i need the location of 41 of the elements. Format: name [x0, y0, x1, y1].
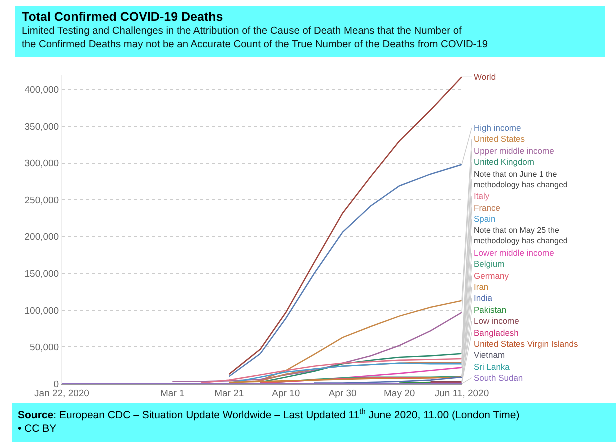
text: France: [474, 203, 501, 213]
x-tick-label: Jan 22, 2020: [34, 388, 90, 400]
chart-title: Total Confirmed COVID-19 Deaths: [22, 10, 224, 24]
text: Low income: [474, 316, 520, 326]
text: United States: [474, 134, 526, 144]
x-tick-label: May 20: [384, 388, 416, 400]
text: High income: [474, 123, 522, 133]
series-label: South Sudan: [474, 373, 524, 383]
text: Source: European CDC – Situation Update Worldwide – Last Updated 11$^{th}$ June 2020, 11.00 (London Time) • CC BY: [18, 407, 520, 436]
y-tick-label: 350,000: [24, 122, 60, 133]
annotation: Note that on May 25 the methodology has changed: [474, 226, 568, 246]
y-tick-label: 400,000: [24, 85, 60, 96]
annotation: Note that on June 1 the methodology has changed: [474, 170, 568, 190]
text: India: [474, 293, 493, 303]
text: Belgium: [474, 259, 505, 269]
x-tick-label: Apr 30: [328, 388, 357, 400]
series-label: World: [474, 72, 496, 82]
x-tick-label: Mar 1: [160, 388, 185, 400]
x-tick-label: Mar 21: [214, 388, 244, 400]
x-tick-label: Apr 10: [272, 388, 300, 400]
text: Germany: [474, 271, 510, 281]
text: Pakistan: [474, 305, 507, 315]
text: Spain: [474, 214, 496, 224]
legend-label: United States Virgin Islands: [474, 339, 578, 349]
y-tick-label: 200,000: [24, 232, 60, 244]
y-tick-label: 100,000: [24, 306, 60, 317]
x-tick-label: Jun 11, 2020: [434, 388, 490, 400]
legend-label: Vietnam: [474, 350, 506, 360]
y-tick-label: 0: [54, 379, 60, 390]
y-tick-label: 150,000: [24, 268, 60, 280]
y-tick-label: 50,000: [30, 342, 60, 354]
text: Italy: [474, 191, 490, 201]
chart-subtitle: Limited Testing and Challenges in the Attribution of the Cause of Death Means that the Number of the Confirmed Deaths may not be an Accurate Count of the True Number of the Deaths from COVID-19: [22, 26, 488, 50]
y-tick-label: 250,000: [24, 195, 60, 206]
text: Lower middle income: [474, 248, 555, 258]
legend-label: Sri Lanka: [474, 362, 510, 372]
y-tick-label: 300,000: [24, 158, 60, 170]
text: Bangladesh: [474, 328, 520, 338]
text: United Kingdom: [474, 157, 534, 167]
text: Upper middle income: [474, 146, 555, 156]
text: Iran: [474, 282, 489, 292]
